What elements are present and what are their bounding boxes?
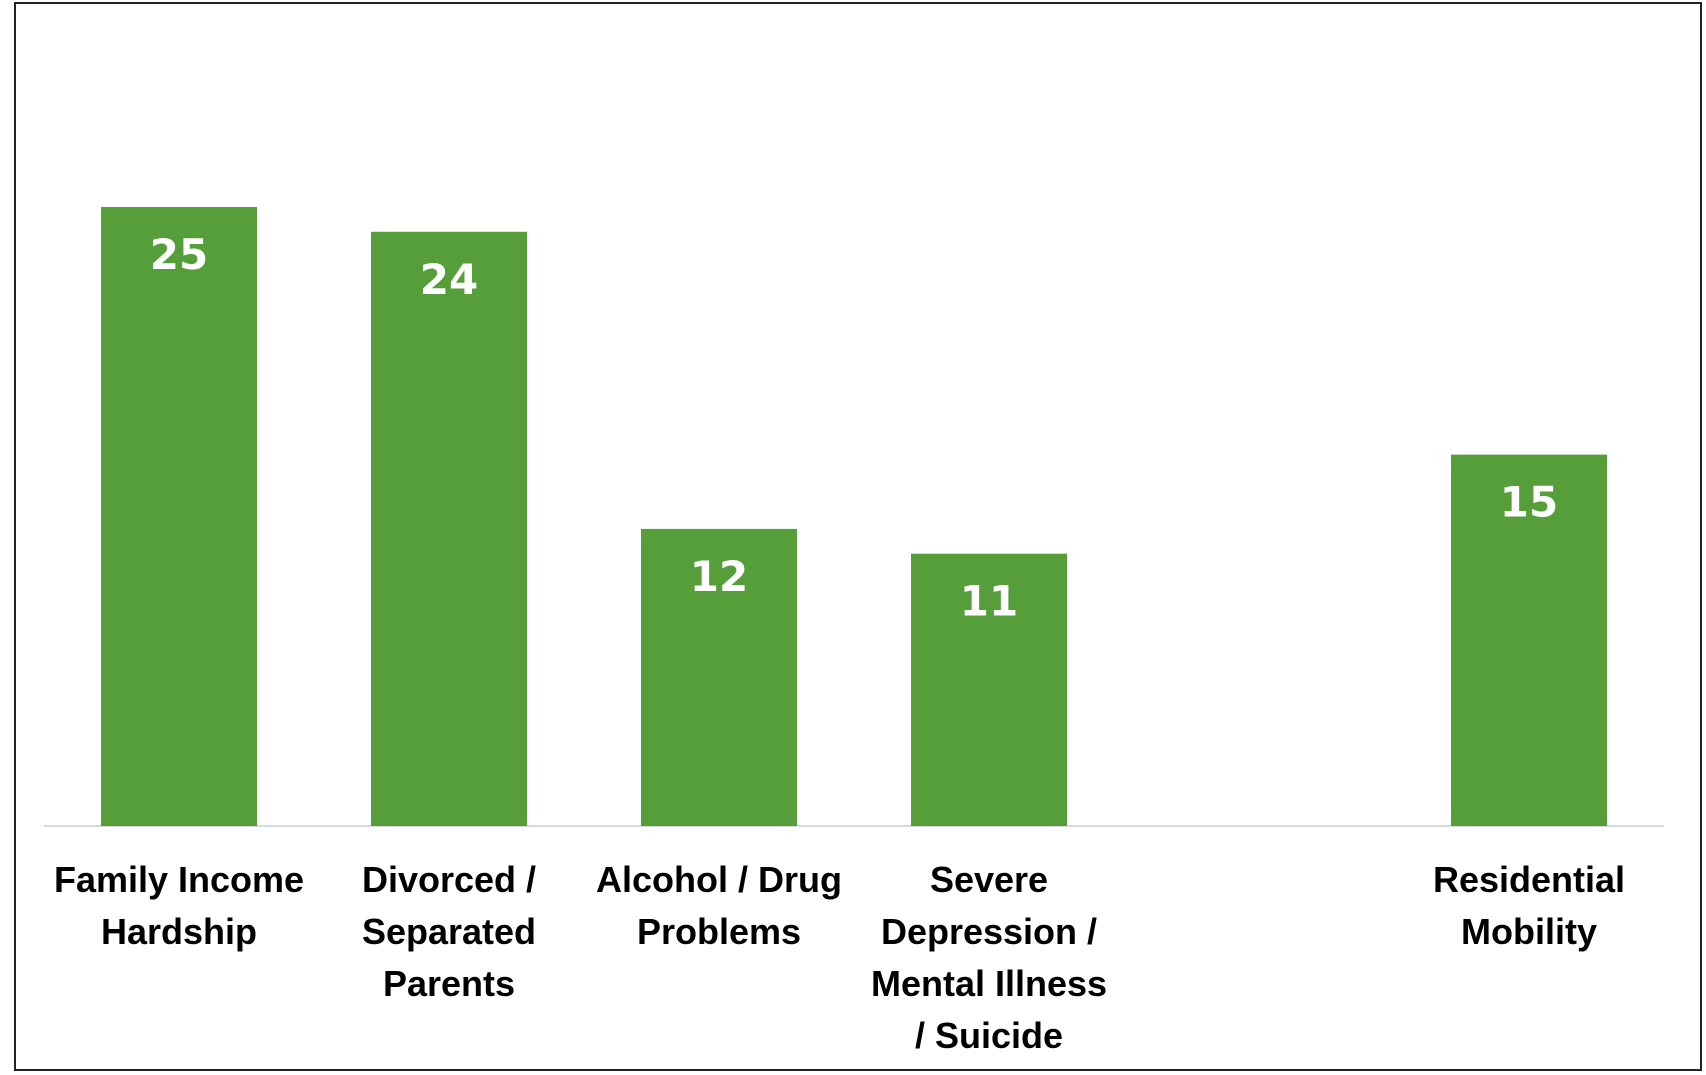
bar [101, 207, 257, 826]
bar [371, 231, 527, 826]
bar-chart: 25 Family Income Hardship 24 Divorced / Separ… [44, 207, 1664, 1056]
category-tick-label: Hardship [101, 911, 257, 952]
category-tick-label: Parents [383, 963, 515, 1004]
category-tick-label: Divorced / [362, 859, 536, 900]
category-tick-label: Severe [930, 859, 1048, 900]
bar-value-label: 11 [960, 577, 1018, 626]
category-tick-label: Separated [362, 911, 536, 952]
chart-frame: 25 Family Income Hardship 24 Divorced / Separ… [14, 2, 1702, 1071]
category-tick-label: Residential [1433, 859, 1625, 900]
bar [911, 553, 1067, 826]
bar-value-label: 24 [420, 255, 478, 304]
category-tick-label: Family Income [54, 859, 304, 900]
bar [641, 528, 797, 826]
bar-value-label: 15 [1500, 478, 1558, 527]
category-tick-label: Mental Illness [871, 963, 1107, 1004]
bar-value-label: 12 [690, 552, 748, 601]
category-tick-label: Problems [637, 911, 801, 952]
category-tick-label: Mobility [1461, 911, 1597, 952]
bar [1451, 454, 1607, 826]
bar-value-label: 25 [150, 230, 208, 279]
category-tick-label: / Suicide [915, 1015, 1063, 1056]
category-tick-label: Alcohol / Drug [596, 859, 842, 900]
category-tick-label: Depression / [881, 911, 1097, 952]
